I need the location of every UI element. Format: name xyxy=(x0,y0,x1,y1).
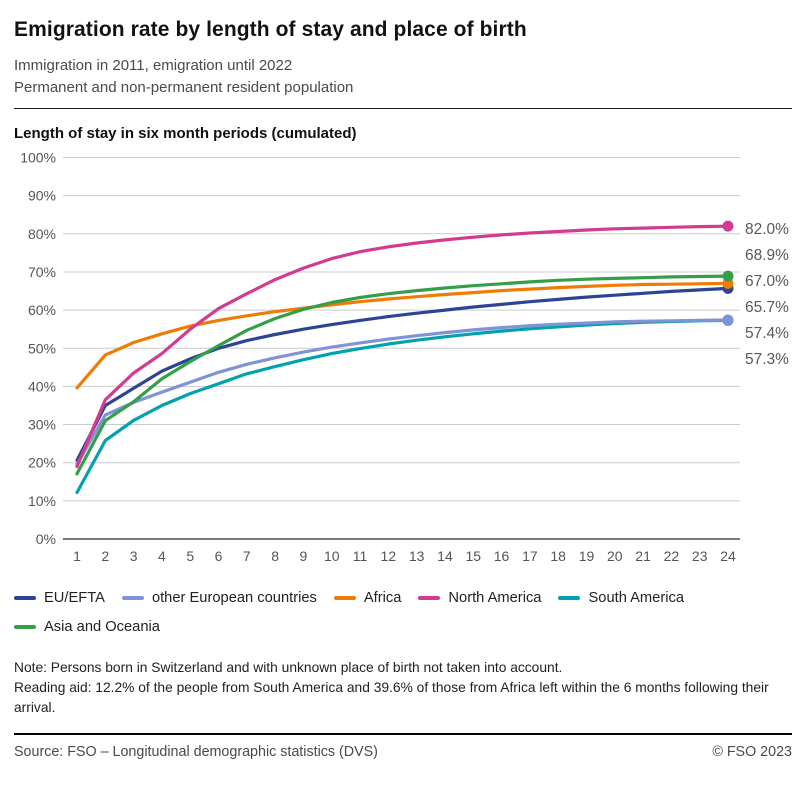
end-value-label: 68.9% xyxy=(745,247,789,264)
source-text: Source: FSO – Longitudinal demographic s… xyxy=(14,744,378,760)
x-tick-label: 21 xyxy=(635,548,651,564)
legend-item-other-european-countries: other European countries xyxy=(121,590,317,606)
x-tick-label: 15 xyxy=(465,548,481,564)
line-south-america xyxy=(75,318,730,495)
y-tick-label: 80% xyxy=(28,226,56,242)
chart-axis-title: Length of stay in six month periods (cum… xyxy=(14,125,357,142)
x-tick-label: 22 xyxy=(664,548,680,564)
x-tick-label: 23 xyxy=(692,548,708,564)
legend-label: Asia and Oceania xyxy=(44,619,160,635)
legend-item-eu-efta: EU/EFTA xyxy=(14,590,105,606)
subtitle-line-2: Permanent and non-permanent resident pop… xyxy=(14,79,354,96)
legend-item-south-america: South America xyxy=(558,590,684,606)
end-value-label: 57.4% xyxy=(745,325,789,342)
x-tick-label: 9 xyxy=(300,548,308,564)
x-tick-label: 11 xyxy=(353,548,368,564)
x-tick-label: 2 xyxy=(101,548,109,564)
notes-block: Note: Persons born in Switzerland and wi… xyxy=(14,658,792,718)
end-value-label: 82.0% xyxy=(745,221,789,238)
y-tick-label: 90% xyxy=(28,188,56,204)
legend-item-asia-and-oceania: Asia and Oceania xyxy=(14,619,160,635)
line-north-america xyxy=(75,224,730,469)
y-tick-label: 30% xyxy=(28,417,56,433)
x-tick-label: 5 xyxy=(186,548,194,564)
page-title: Emigration rate by length of stay and pl… xyxy=(14,18,527,41)
x-tick-label: 1 xyxy=(73,548,81,564)
subtitle-line-1: Immigration in 2011, emigration until 20… xyxy=(14,57,293,74)
note-text: Note: Persons born in Switzerland and wi… xyxy=(14,660,563,675)
end-dot-asia-and-oceania xyxy=(722,270,734,282)
reading-aid-text: Reading aid: 12.2% of the people from So… xyxy=(14,680,769,715)
y-tick-label: 50% xyxy=(28,340,56,356)
y-tick-label: 20% xyxy=(28,455,56,471)
x-tick-label: 20 xyxy=(607,548,623,564)
legend-label: Africa xyxy=(363,590,402,606)
legend-item-africa: Africa xyxy=(333,590,402,606)
y-tick-label: 0% xyxy=(36,531,56,547)
legend-line-swatch xyxy=(558,596,581,600)
copyright-text: © FSO 2023 xyxy=(712,744,792,760)
x-tick-label: 18 xyxy=(550,548,566,564)
legend-line-swatch xyxy=(418,596,441,600)
legend-label: North America xyxy=(448,590,542,606)
x-tick-label: 6 xyxy=(215,548,223,564)
line-eu-efta xyxy=(75,286,730,462)
legend-line-swatch xyxy=(14,625,36,629)
chart-legend: EU/EFTA other European countries Africa Nor… xyxy=(14,590,792,635)
legend-line-swatch xyxy=(121,596,144,600)
x-tick-label: 7 xyxy=(243,548,251,564)
legend-label: other European countries xyxy=(151,590,317,606)
subtitle-block: Immigration in 2011, emigration until 20… xyxy=(14,55,792,99)
x-tick-label: 3 xyxy=(130,548,138,564)
y-tick-label: 60% xyxy=(28,302,56,318)
legend-line-swatch xyxy=(14,596,36,600)
line-africa xyxy=(75,281,730,390)
x-tick-label: 10 xyxy=(324,548,340,564)
end-value-label: 57.3% xyxy=(745,351,789,368)
end-value-label: 65.7% xyxy=(745,299,789,316)
x-tick-label: 17 xyxy=(522,548,538,564)
legend-item-north-america: North America xyxy=(418,590,541,606)
x-tick-label: 24 xyxy=(720,548,736,564)
end-value-label: 67.0% xyxy=(745,273,789,290)
y-tick-label: 10% xyxy=(28,493,56,509)
x-tick-label: 4 xyxy=(158,548,166,564)
y-tick-label: 40% xyxy=(28,378,56,394)
emigration-rate-line-chart: 0%10%20%30%40%50%60%70%80%90%100%1 2 3 4 5 6 7… xyxy=(20,150,789,565)
x-tick-label: 13 xyxy=(409,548,425,564)
header-divider xyxy=(14,108,792,109)
footer: Source: FSO – Longitudinal demographic s… xyxy=(14,744,792,768)
legend-line-swatch xyxy=(333,596,356,600)
end-dot-other-european-countries xyxy=(722,314,734,326)
line-other-european-countries xyxy=(75,318,730,466)
y-tick-label: 100% xyxy=(20,150,56,166)
x-tick-label: 19 xyxy=(579,548,595,564)
line-asia-and-oceania xyxy=(75,274,730,476)
x-tick-label: 8 xyxy=(271,548,279,564)
x-tick-label: 12 xyxy=(381,548,397,564)
x-tick-label: 16 xyxy=(494,548,510,564)
y-tick-label: 70% xyxy=(28,264,56,280)
legend-label: EU/EFTA xyxy=(44,590,105,606)
x-tick-label: 14 xyxy=(437,548,453,564)
end-dot-north-america xyxy=(722,220,734,232)
footer-divider xyxy=(14,733,792,735)
legend-label: South America xyxy=(588,590,685,606)
